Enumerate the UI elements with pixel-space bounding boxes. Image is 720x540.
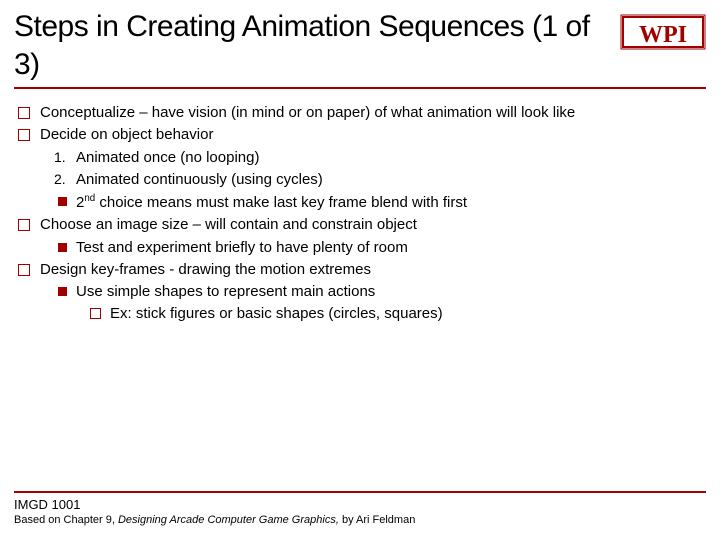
sub-sub-list: Ex: stick figures or basic shapes (circl…	[76, 304, 706, 324]
bullet-key-frames: Design key-frames - drawing the motion e…	[18, 260, 706, 325]
bullet-decide-behavior: Decide on object behavior Animated once …	[18, 125, 706, 213]
sub-list: Use simple shapes to represent main acti…	[40, 282, 706, 325]
sub-animated-once: Animated once (no looping)	[54, 148, 706, 168]
slide-content: Conceptualize – have vision (in mind or …	[0, 89, 720, 325]
slide-footer: IMGD 1001 Based on Chapter 9, Designing …	[14, 491, 706, 526]
slide-header: Steps in Creating Animation Sequences (1…	[0, 0, 720, 83]
bullet-text: Choose an image size – will contain and …	[40, 216, 417, 233]
svg-text:WPI: WPI	[639, 22, 687, 48]
bullet-image-size: Choose an image size – will contain and …	[18, 215, 706, 258]
bullet-text: Use simple shapes to represent main acti…	[76, 283, 375, 300]
footer-credit: Based on Chapter 9, Designing Arcade Com…	[14, 514, 706, 526]
footer-course: IMGD 1001	[14, 497, 706, 512]
bullet-text: Design key-frames - drawing the motion e…	[40, 261, 371, 278]
bullet-text: Ex: stick figures or basic shapes (circl…	[110, 305, 443, 322]
bullet-text: 2nd choice means must make last key fram…	[76, 194, 467, 211]
bullet-conceptualize: Conceptualize – have vision (in mind or …	[18, 103, 706, 123]
sub-test-experiment: Test and experiment briefly to have plen…	[54, 238, 706, 258]
bullet-text: Animated continuously (using cycles)	[76, 171, 323, 188]
wpi-logo: WPI	[620, 14, 706, 63]
slide-title: Steps in Creating Animation Sequences (1…	[14, 8, 612, 83]
sub-list: Test and experiment briefly to have plen…	[40, 238, 706, 258]
sub-simple-shapes: Use simple shapes to represent main acti…	[54, 282, 706, 325]
sub-second-choice: 2nd choice means must make last key fram…	[54, 192, 706, 213]
bullet-text: Decide on object behavior	[40, 126, 213, 143]
bullet-text: Animated once (no looping)	[76, 149, 259, 166]
bullet-text: Conceptualize – have vision (in mind or …	[40, 104, 575, 121]
bullet-text: Test and experiment briefly to have plen…	[76, 239, 408, 256]
bullet-list: Conceptualize – have vision (in mind or …	[14, 103, 706, 325]
footer-divider	[14, 491, 706, 493]
sub-sub-example: Ex: stick figures or basic shapes (circl…	[90, 304, 706, 324]
sub-animated-continuous: Animated continuously (using cycles)	[54, 170, 706, 190]
sub-list: Animated once (no looping) Animated cont…	[40, 148, 706, 214]
